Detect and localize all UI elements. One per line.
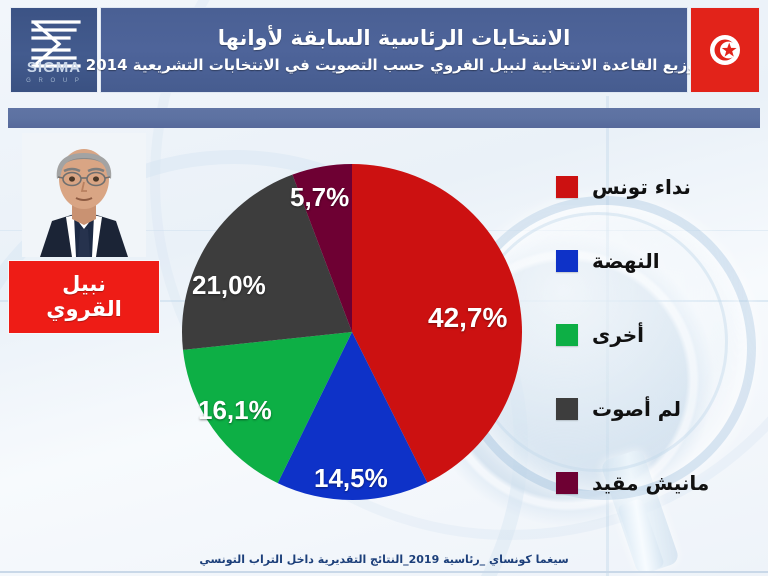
footer: سيغما كونساي _رئاسية 2019_النتائج التقدي… xyxy=(0,546,768,572)
legend-swatch-icon-2 xyxy=(556,324,578,346)
pie-slice-1 xyxy=(277,332,428,500)
legend-item-4[interactable]: مانيش مقيد xyxy=(556,466,760,500)
legend-label-2: أخرى xyxy=(592,323,645,347)
page-subtitle: توزيع القاعدة الانتخابية لنبيل القروي حس… xyxy=(85,55,703,74)
footer-source-text: سيغما كونساي _رئاسية 2019_النتائج التقدي… xyxy=(199,552,569,566)
pie-chart-svg xyxy=(182,164,522,500)
legend-label-0: نداء تونس xyxy=(592,175,691,199)
candidate-name-line2: القروي xyxy=(46,297,122,321)
pie-slice-label-2: 16,1% xyxy=(198,395,272,425)
chart-legend: نداء تونس النهضة أخرى لم أصوت مانيش مقيد xyxy=(556,170,760,500)
candidate-nameplate: نبيل القروي xyxy=(8,260,160,334)
pie-slice-label-0: 42,7% xyxy=(428,302,508,333)
sigma-logo-subtext: G R O U P xyxy=(26,78,82,84)
tunisia-flag-icon xyxy=(690,7,760,93)
legend-item-1[interactable]: النهضة xyxy=(556,244,760,278)
legend-item-3[interactable]: لم أصوت xyxy=(556,392,760,426)
pie-slice-3 xyxy=(182,174,352,350)
candidate-photo xyxy=(22,133,146,257)
pie-chart: 42,7% 14,5% 16,1% 21,0% 5,7% xyxy=(178,160,526,504)
legend-label-3: لم أصوت xyxy=(592,397,681,421)
legend-swatch-icon-4 xyxy=(556,472,578,494)
sigma-icon xyxy=(31,20,81,68)
legend-swatch-icon-1 xyxy=(556,250,578,272)
pie-slice-label-4: 5,7% xyxy=(290,182,350,212)
candidate-block: نبيل القروي xyxy=(8,133,160,338)
candidate-name-line1: نبيل xyxy=(62,272,106,297)
pie-slice-label-1: 14,5% xyxy=(314,463,388,493)
legend-item-2[interactable]: أخرى xyxy=(556,318,760,352)
pie-slice-2 xyxy=(182,332,352,484)
legend-label-1: النهضة xyxy=(592,249,660,273)
legend-item-0[interactable]: نداء تونس xyxy=(556,170,760,204)
legend-swatch-icon-0 xyxy=(556,176,578,198)
pie-slice-label-3: 21,0% xyxy=(192,270,266,300)
sigma-group-logo: SIGMA G R O U P xyxy=(10,7,98,93)
pie-slice-0 xyxy=(352,164,522,483)
header: SIGMA G R O U P الانتخابات الرئاسية السا… xyxy=(0,0,768,96)
legend-swatch-icon-3 xyxy=(556,398,578,420)
portrait-illustration-icon xyxy=(22,133,146,257)
header-divider-bar xyxy=(8,108,760,128)
pie-slice-4 xyxy=(292,164,352,332)
footer-rule xyxy=(0,571,768,573)
title-bar: الانتخابات الرئاسية السابقة لأوانها توزي… xyxy=(86,7,702,93)
page-title: الانتخابات الرئاسية السابقة لأوانها xyxy=(217,26,571,51)
tunisia-flag-emblem-icon xyxy=(710,35,740,65)
sigma-logo-wordmark: SIGMA xyxy=(26,59,82,76)
legend-label-4: مانيش مقيد xyxy=(592,471,710,495)
